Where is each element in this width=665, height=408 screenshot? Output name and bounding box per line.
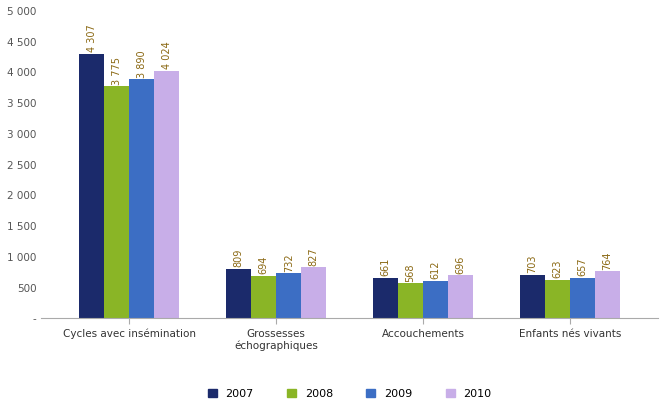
Bar bbox=[545, 280, 570, 318]
Bar bbox=[301, 267, 327, 318]
Legend: 2007, 2008, 2009, 2010: 2007, 2008, 2009, 2010 bbox=[207, 388, 491, 399]
Bar bbox=[520, 275, 545, 318]
Text: 657: 657 bbox=[577, 258, 587, 276]
Bar bbox=[276, 273, 301, 318]
Text: 661: 661 bbox=[380, 258, 390, 276]
Text: 3 890: 3 890 bbox=[137, 50, 147, 78]
Bar bbox=[251, 275, 276, 318]
Text: 827: 827 bbox=[309, 247, 319, 266]
Bar bbox=[595, 271, 620, 318]
Bar bbox=[80, 53, 104, 318]
Bar bbox=[226, 268, 251, 318]
Text: 4 024: 4 024 bbox=[162, 42, 172, 69]
Bar bbox=[373, 277, 398, 318]
Bar bbox=[570, 278, 595, 318]
Text: 3 775: 3 775 bbox=[112, 57, 122, 85]
Text: 732: 732 bbox=[284, 253, 294, 272]
Bar bbox=[130, 79, 154, 318]
Text: 809: 809 bbox=[234, 248, 244, 267]
Text: 568: 568 bbox=[406, 263, 416, 282]
Text: 764: 764 bbox=[602, 251, 612, 270]
Text: 4 307: 4 307 bbox=[87, 24, 97, 52]
Text: 703: 703 bbox=[527, 255, 537, 273]
Bar bbox=[154, 71, 180, 318]
Bar bbox=[104, 86, 130, 318]
Bar bbox=[448, 275, 473, 318]
Text: 623: 623 bbox=[553, 260, 563, 278]
Text: 612: 612 bbox=[430, 261, 441, 279]
Bar bbox=[423, 281, 448, 318]
Text: 694: 694 bbox=[259, 256, 269, 274]
Bar bbox=[398, 283, 423, 318]
Text: 696: 696 bbox=[456, 255, 465, 274]
